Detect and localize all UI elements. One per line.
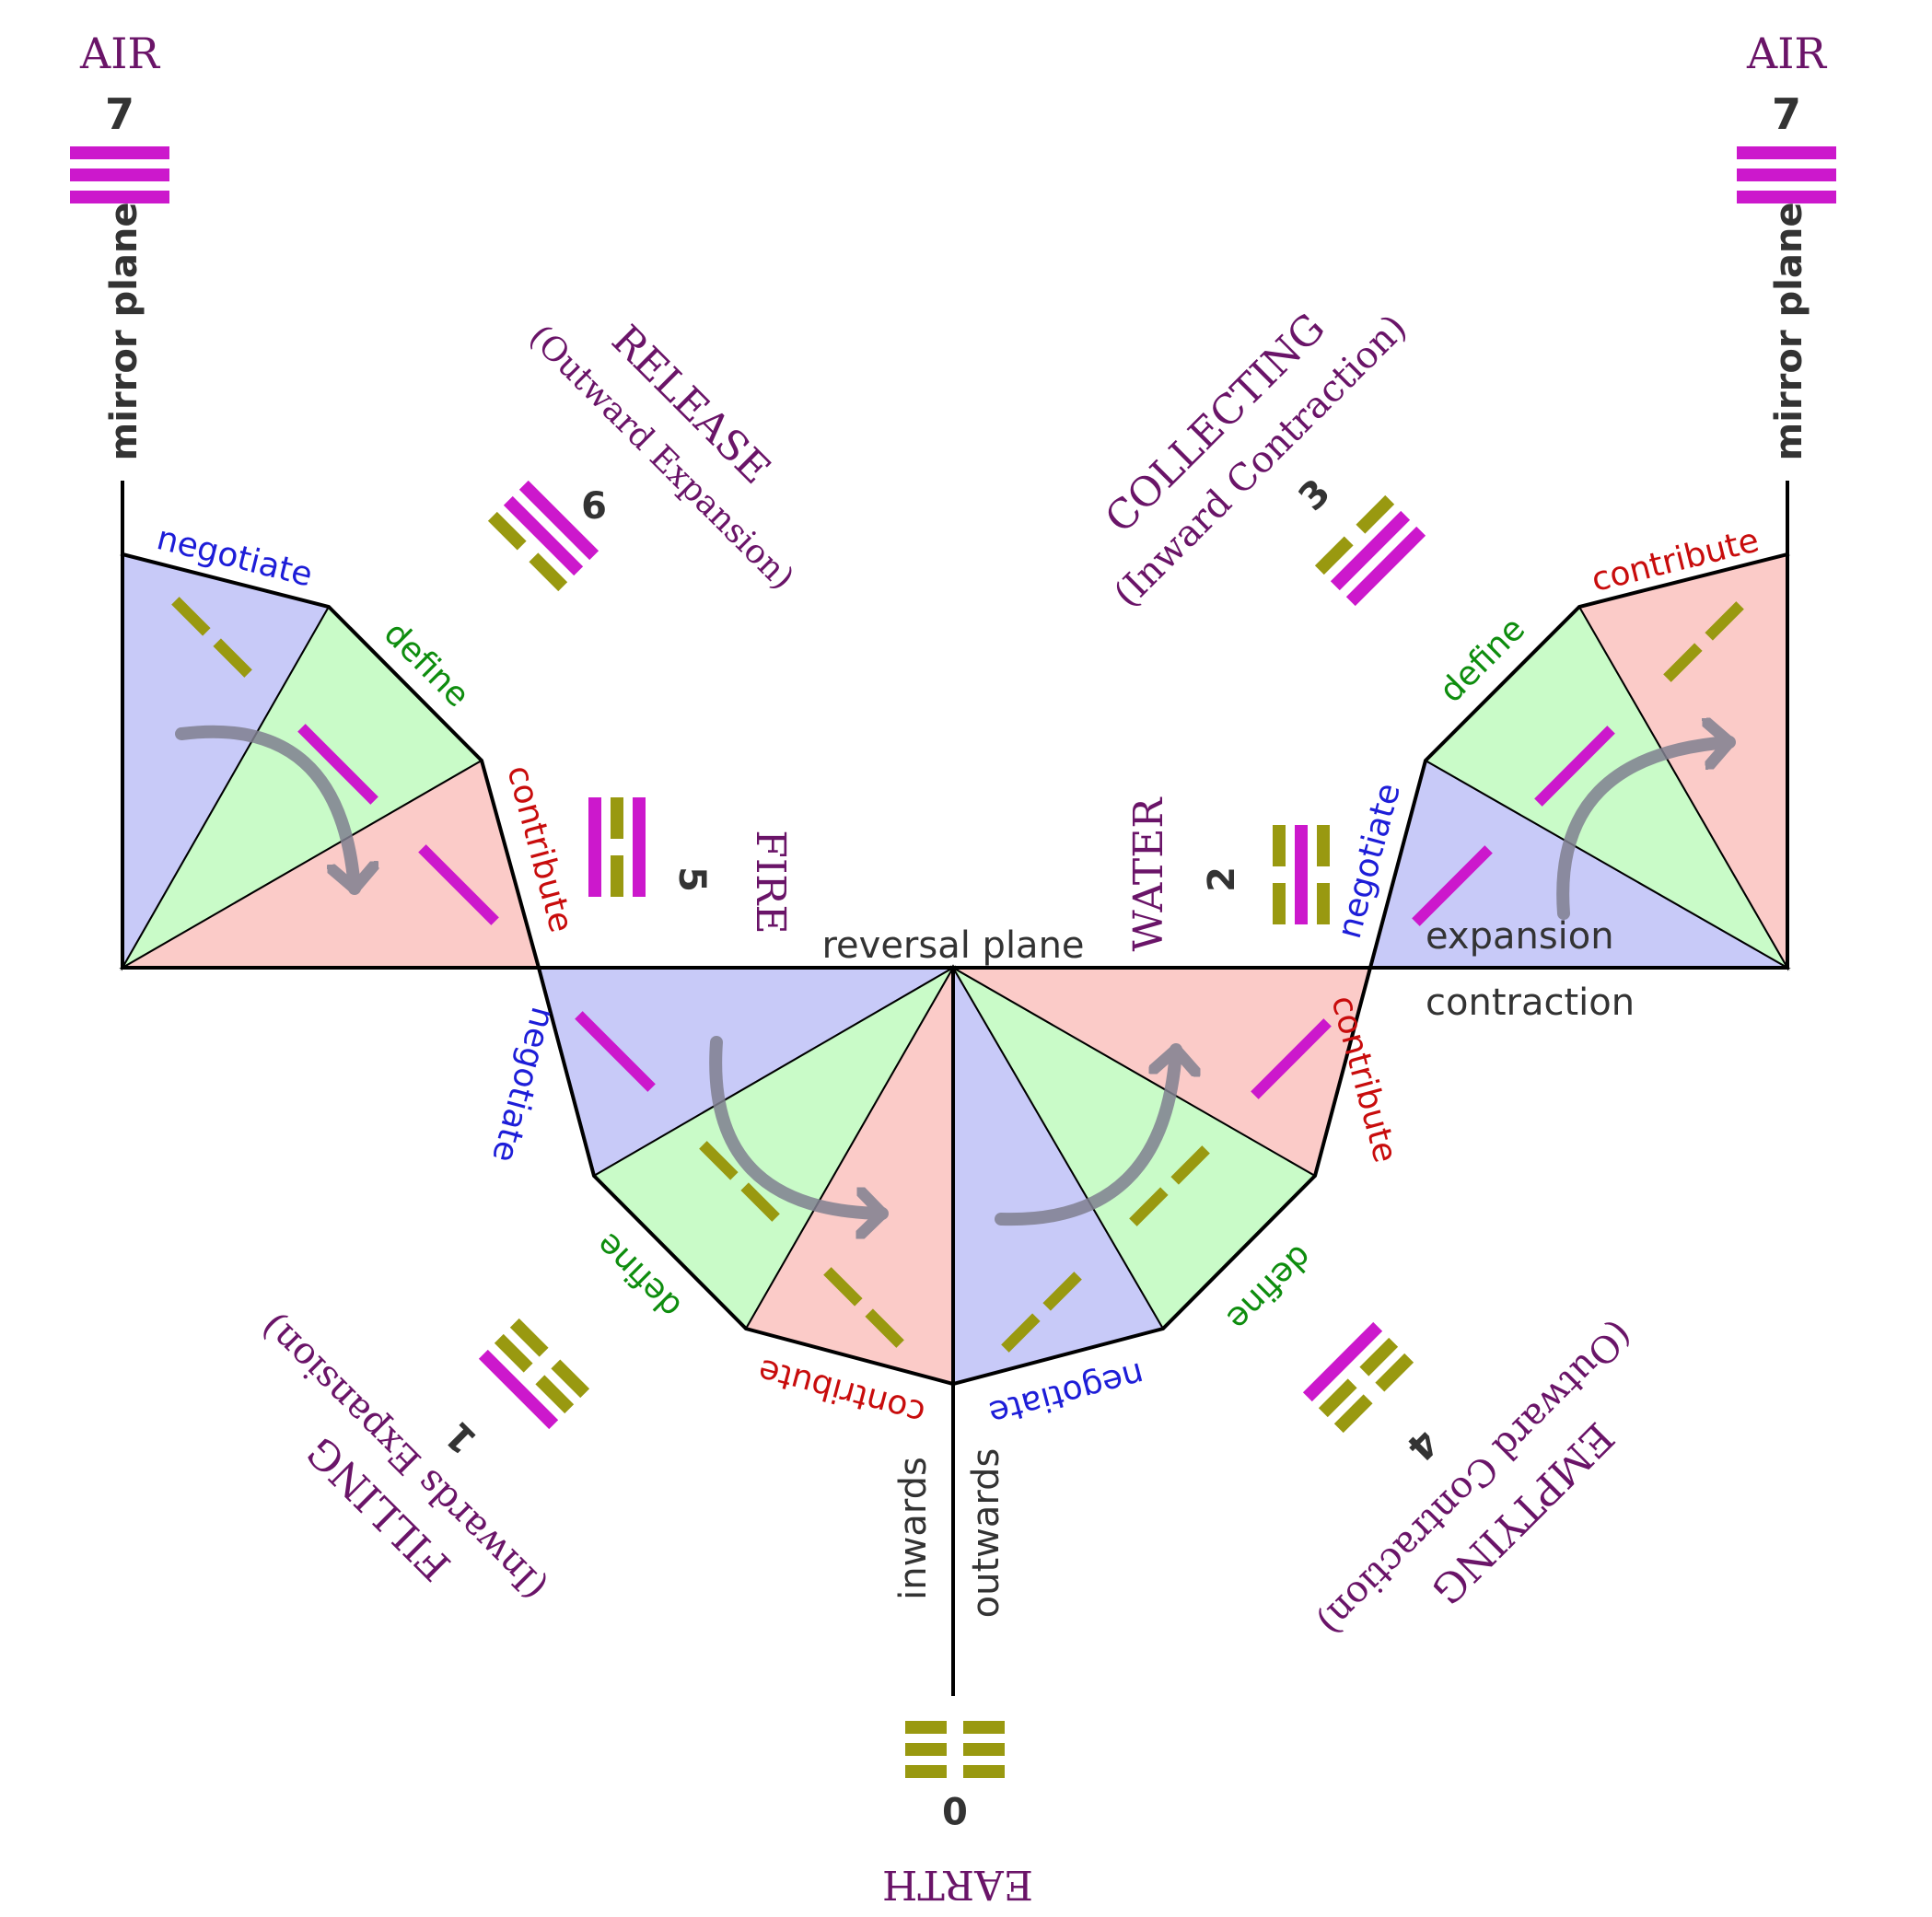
trigram-broken-line [1317, 825, 1330, 866]
flow-arrow-right-wing [1556, 742, 1736, 920]
facet-mark-broken [1663, 601, 1744, 682]
trigram-release-icon [487, 480, 599, 592]
facet-mark-solid [1251, 1018, 1332, 1099]
trigram-broken-line [905, 1721, 947, 1734]
collecting-number: 3 [1291, 471, 1339, 519]
facet-mark-solid [1412, 845, 1493, 926]
reversal-plane-label: reversal plane [821, 924, 1084, 967]
facet-mark-broken [1001, 1272, 1082, 1353]
earth-label: EARTH [882, 1861, 1033, 1908]
trigram-solid-line [1295, 825, 1308, 924]
trigram-broken-line [509, 1318, 549, 1357]
trigram-broken-line [611, 855, 623, 897]
facet-mark-broken [171, 597, 252, 678]
trigram-air-left-icon [70, 146, 169, 203]
trigram-broken-line [905, 1765, 947, 1778]
trigram-solid-line [478, 1349, 559, 1430]
trigram-broken-line [1273, 883, 1286, 924]
expansion-label: expansion [1426, 915, 1614, 958]
trigram-broken-line [1333, 1394, 1373, 1434]
facet-mark-solid [418, 844, 499, 925]
water-number: 2 [1201, 866, 1243, 892]
trigram-broken-line [1318, 1378, 1357, 1418]
axis-lines [120, 481, 1790, 1696]
trigram-broken-line [487, 511, 527, 551]
trigram-broken-line [1317, 883, 1330, 924]
trigram-solid-line [70, 191, 169, 203]
facet-mark-solid [1534, 726, 1615, 807]
trigram-solid-line [503, 495, 584, 576]
trigram-solid-line [70, 146, 169, 159]
fire-number: 5 [670, 866, 713, 892]
facet-mark-broken [699, 1141, 780, 1222]
mirror-plane-label-right: mirror plane [1768, 203, 1810, 461]
flow-arrows [175, 725, 1736, 1226]
air-label-left: AIR [79, 29, 160, 78]
outer-edge-bottom [536, 965, 1373, 1387]
mirror-plane-label-left: mirror plane [103, 203, 145, 461]
trigram-broken-line [963, 1765, 1005, 1778]
trigram-solid-line [518, 480, 599, 561]
trigram-solid-line [633, 797, 646, 897]
trigram-solid-line [70, 168, 169, 181]
trigram-broken-line [494, 1333, 533, 1373]
trigram-broken-line [1356, 494, 1395, 534]
inwards-label: inwards [892, 1457, 935, 1600]
facet-mark-broken [1129, 1145, 1210, 1226]
water-label: WATER [1125, 796, 1172, 952]
facet-mark-broken [823, 1267, 904, 1348]
air-number-left: 7 [105, 89, 134, 139]
trigram-broken-line [1359, 1337, 1399, 1377]
emptying-number: 4 [1398, 1421, 1446, 1469]
trigram-collecting-icon [1314, 494, 1426, 607]
trigram-broken-line [529, 552, 568, 592]
trigram-solid-line [1345, 526, 1426, 607]
trigram-broken-line [963, 1743, 1005, 1756]
trigram-broken-line [551, 1359, 590, 1399]
edge-label-negotiate-bottom-left: negotiate [484, 1003, 562, 1166]
trigram-emptying-icon [1302, 1321, 1414, 1434]
facet-line-marks [171, 597, 1744, 1353]
trigram-solid-line [1330, 510, 1411, 591]
release-number: 6 [581, 485, 607, 528]
trigram-solid-line [1737, 146, 1836, 159]
earth-number: 0 [942, 1788, 968, 1830]
outer-edge-left-wing [120, 552, 541, 970]
outer-edge-right-wing [1368, 552, 1790, 970]
contraction-label: contraction [1426, 982, 1635, 1024]
air-label-right: AIR [1746, 29, 1827, 78]
trigram-broken-line [963, 1721, 1005, 1734]
outwards-label: outwards [965, 1448, 1007, 1619]
trigrams [70, 146, 1836, 1778]
facet-mark-solid [297, 724, 378, 805]
filling-number: 1 [437, 1413, 485, 1461]
trigram-solid-line [1737, 191, 1836, 203]
trigram-filling-icon [478, 1318, 590, 1430]
flow-arrow-left-wing [175, 725, 355, 895]
trigram-air-right-icon [1737, 146, 1836, 203]
trigram-fire-icon [588, 797, 646, 897]
flow-arrow-bottom-right [995, 1043, 1176, 1226]
trigram-broken-line [905, 1743, 947, 1756]
trigram-solid-line [1302, 1321, 1383, 1402]
trigram-broken-line [1375, 1353, 1414, 1392]
trigram-solid-line [1737, 168, 1836, 181]
trigram-earth-icon [905, 1721, 1005, 1778]
trigram-solid-line [588, 797, 601, 897]
air-number-right: 7 [1772, 89, 1801, 139]
trigram-broken-line [611, 797, 623, 839]
trigram-water-icon [1273, 825, 1330, 924]
flow-arrow-bottom-left [709, 1036, 889, 1214]
facet-mark-solid [575, 1011, 656, 1092]
trigram-broken-line [535, 1375, 575, 1414]
fire-label: FIRE [747, 830, 794, 934]
facets [119, 552, 1791, 1386]
trigram-broken-line [1314, 536, 1354, 575]
trigram-broken-line [1273, 825, 1286, 866]
